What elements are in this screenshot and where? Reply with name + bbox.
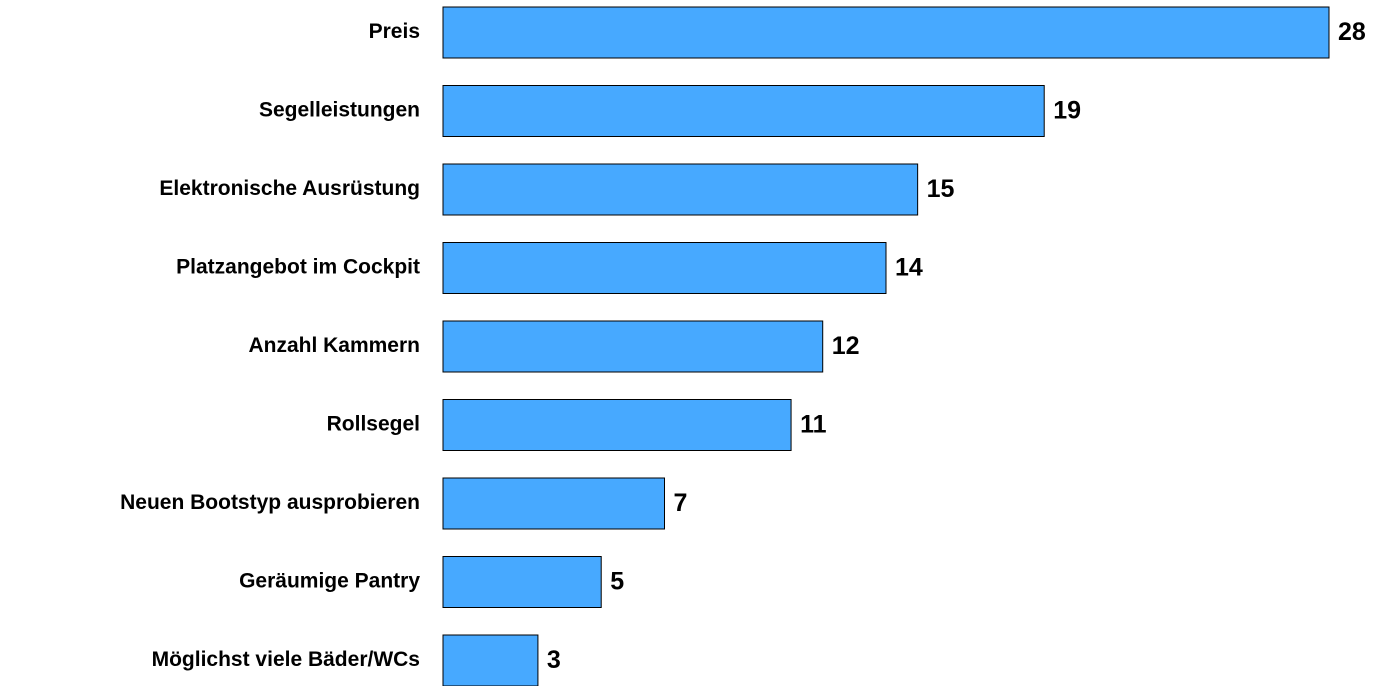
category-label: Neuen Bootstyp ausprobieren: [120, 491, 420, 514]
value-label: 15: [927, 175, 955, 203]
bar: [442, 163, 919, 216]
category-label: Elektronische Ausrüstung: [159, 177, 420, 200]
category-label: Möglichst viele Bäder/WCs: [152, 648, 420, 671]
bar: [442, 320, 824, 373]
value-label: 12: [832, 332, 860, 360]
value-label: 28: [1338, 18, 1366, 46]
bar: [442, 477, 665, 530]
value-label: 11: [800, 411, 827, 439]
category-label: Segelleistungen: [259, 99, 420, 122]
bar: [442, 85, 1045, 137]
value-label: 5: [610, 568, 624, 596]
bar: [442, 6, 1330, 59]
value-label: 19: [1053, 97, 1081, 125]
value-label: 7: [674, 489, 688, 517]
category-label: Platzangebot im Cockpit: [176, 256, 420, 279]
category-label: Preis: [369, 20, 420, 43]
bar: [442, 242, 887, 294]
value-label: 3: [547, 646, 561, 674]
category-label: Anzahl Kammern: [248, 334, 420, 357]
category-label: Geräumige Pantry: [239, 570, 420, 593]
bar: [442, 556, 602, 608]
category-label: Rollsegel: [327, 413, 420, 436]
bar: [442, 399, 792, 451]
bar: [442, 634, 539, 686]
value-label: 14: [895, 254, 923, 282]
